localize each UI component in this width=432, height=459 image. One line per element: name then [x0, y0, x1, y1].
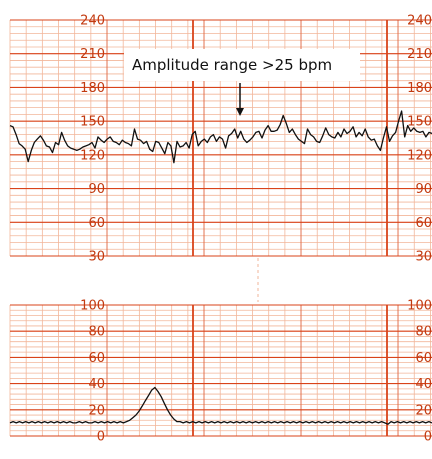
y-tick-label: 100 — [80, 299, 105, 314]
y-tick-label: 240 — [80, 14, 105, 29]
y-tick-label: 60 — [88, 216, 105, 231]
y-tick-label: 20 — [415, 403, 432, 418]
y-tick-label: 150 — [407, 115, 432, 130]
y-tick-label: 40 — [415, 377, 432, 392]
fhr-tick-labels-left: 30 60 90 120 150 180 210 240 — [80, 14, 105, 265]
y-tick-label: 210 — [80, 47, 105, 62]
y-tick-label: 90 — [88, 182, 105, 197]
fhr-tick-labels-right: 30 60 90 120 150 180 210 240 — [407, 14, 432, 265]
fhr-gridlines — [9, 19, 432, 257]
y-tick-label: 80 — [415, 325, 432, 340]
uc-tick-labels-right: 0 20 40 60 80 100 — [407, 299, 432, 445]
y-tick-label: 100 — [407, 299, 432, 314]
y-tick-label: 30 — [415, 250, 432, 265]
fhr-trace-line — [9, 110, 432, 164]
y-tick-label: 60 — [415, 351, 432, 366]
uc-tick-labels-left: 0 20 40 60 80 100 — [80, 299, 105, 445]
annotation-arrow-head — [236, 108, 244, 116]
y-tick-label: 80 — [88, 325, 105, 340]
uc-trace-line — [9, 386, 432, 425]
y-tick-label: 0 — [97, 430, 105, 445]
y-tick-label: 40 — [88, 377, 105, 392]
y-tick-label: 90 — [415, 182, 432, 197]
annotation-background — [124, 49, 360, 81]
y-tick-label: 240 — [407, 14, 432, 29]
y-tick-label: 60 — [88, 351, 105, 366]
y-tick-label: 120 — [80, 148, 105, 163]
y-tick-label: 150 — [80, 115, 105, 130]
y-tick-label: 20 — [88, 403, 105, 418]
y-tick-label: 60 — [415, 216, 432, 231]
y-tick-label: 180 — [407, 81, 432, 96]
y-tick-label: 180 — [80, 81, 105, 96]
uc-panel: 0 20 40 60 80 100 0 20 40 60 80 100 — [9, 299, 432, 445]
fhr-panel: 30 60 90 120 150 180 210 240 30 60 90 120 150 180 210… — [9, 14, 432, 265]
y-tick-label: 0 — [424, 430, 432, 445]
annotation-label: Amplitude range >25 bpm — [132, 56, 332, 74]
uc-gridlines — [9, 304, 432, 437]
y-tick-label: 210 — [407, 47, 432, 62]
y-tick-label: 30 — [88, 250, 105, 265]
y-tick-label: 120 — [407, 148, 432, 163]
